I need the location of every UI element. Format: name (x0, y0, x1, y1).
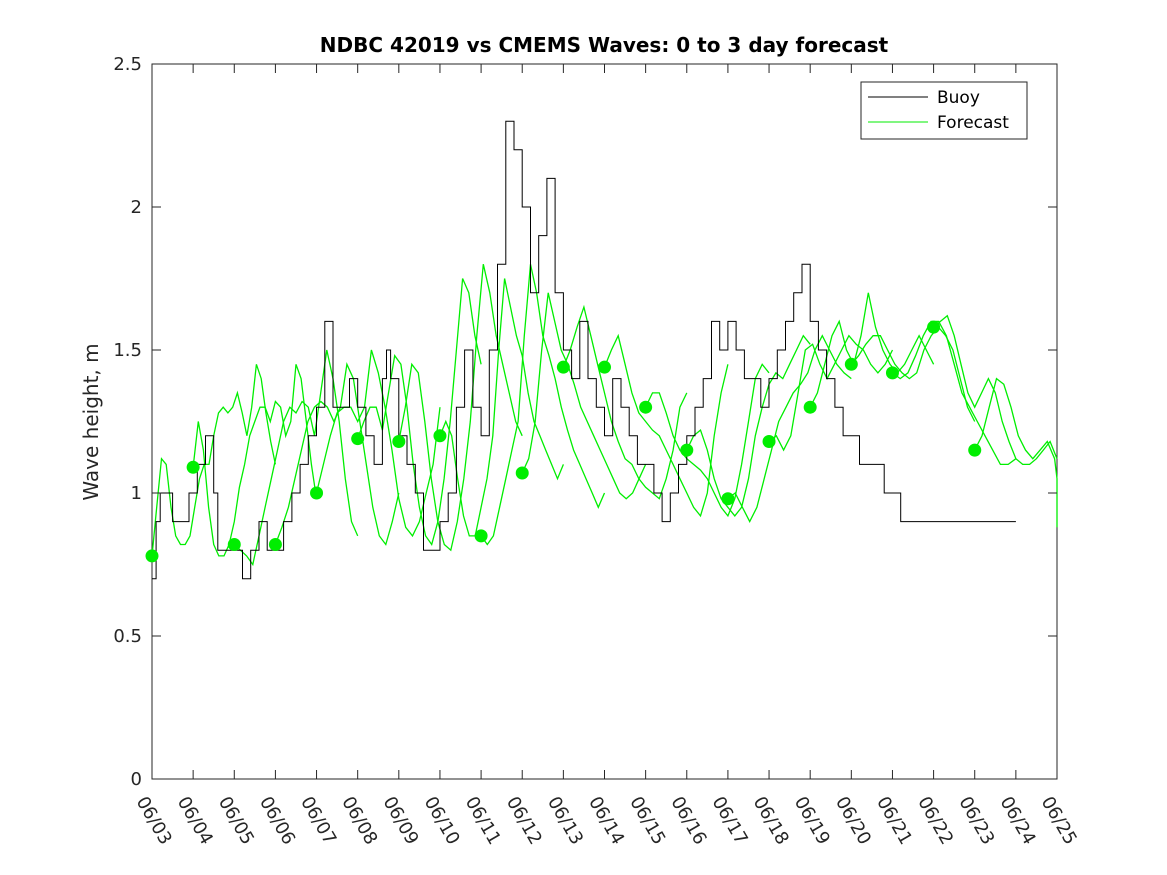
y-tick-label: 1 (131, 483, 142, 504)
forecast-marker (474, 529, 488, 543)
forecast-marker (885, 366, 899, 380)
forecast-marker (721, 492, 735, 506)
forecast-marker (268, 537, 282, 551)
forecast-marker (803, 400, 817, 414)
y-axis-label: Wave height, m (79, 343, 103, 500)
x-tick-label: 06/16 (666, 793, 710, 848)
y-axis: 0 0.5 1 1.5 2 2.5 (113, 54, 1057, 790)
x-tick-label: 06/15 (625, 793, 669, 848)
forecast-marker (392, 435, 406, 449)
x-tick-label: 06/06 (255, 793, 299, 848)
x-tick-label: 06/03 (132, 793, 176, 848)
x-tick-label: 06/22 (913, 793, 957, 848)
forecast-marker (351, 432, 365, 446)
legend-forecast-label: Forecast (937, 113, 1009, 133)
y-tick-label: 0.5 (113, 626, 142, 647)
y-tick-label: 1.5 (113, 340, 142, 361)
forecast-line-15 (768, 334, 894, 452)
x-tick-label: 06/18 (749, 793, 793, 848)
forecast-line-20 (974, 377, 1058, 528)
forecast-markers-group (145, 320, 982, 563)
forecast-line-5 (357, 278, 482, 547)
forecast-line-11 (603, 333, 729, 518)
x-tick-label: 06/05 (214, 793, 258, 848)
y-tick-label: 0 (131, 769, 142, 790)
x-tick-label: 06/12 (502, 793, 546, 848)
x-tick-label: 06/08 (337, 793, 381, 848)
x-tick-label: 06/07 (296, 793, 340, 848)
x-tick-label: 06/13 (543, 793, 587, 848)
x-tick-label: 06/10 (420, 793, 464, 848)
buoy-series-group (152, 120, 1016, 580)
forecast-line-4 (315, 349, 441, 538)
forecast-marker (515, 466, 529, 480)
forecast-line-16 (809, 292, 935, 408)
forecast-line-17 (850, 326, 976, 422)
forecast-line-18 (892, 320, 1017, 466)
forecast-marker (927, 320, 941, 334)
x-tick-label: 06/24 (996, 793, 1040, 848)
forecast-line-12 (645, 363, 770, 518)
y-tick-label: 2 (131, 197, 142, 218)
x-tick-label: 06/04 (173, 793, 217, 848)
forecast-line-14 (727, 334, 852, 524)
forecast-marker (227, 537, 241, 551)
x-tick-label: 06/25 (1037, 793, 1081, 848)
x-tick-label: 06/21 (872, 793, 916, 848)
forecast-line-1 (192, 364, 318, 557)
plot-area (145, 63, 1058, 780)
legend-buoy-label: Buoy (937, 88, 980, 108)
x-tick-label: 06/19 (790, 793, 834, 848)
forecast-line-13 (686, 334, 811, 517)
forecast-line-9 (521, 292, 647, 500)
forecast-line-7 (439, 278, 565, 537)
forecast-marker (968, 443, 982, 457)
forecast-marker (639, 400, 653, 414)
x-tick-label: 06/20 (831, 793, 875, 848)
x-tick-label: 06/11 (461, 793, 505, 848)
forecast-marker (556, 360, 570, 374)
x-tick-label: 06/09 (378, 793, 422, 848)
forecast-marker (680, 443, 694, 457)
forecast-marker (844, 357, 858, 371)
forecast-marker (762, 435, 776, 449)
chart-title: NDBC 42019 vs CMEMS Waves: 0 to 3 day fo… (320, 33, 889, 57)
forecast-marker (145, 549, 159, 563)
forecast-line-19 (933, 314, 1058, 466)
x-tick-label: 06/17 (708, 793, 752, 848)
forecast-line-10 (562, 304, 688, 500)
legend-box (860, 81, 1028, 140)
x-tick-label: 06/14 (584, 793, 628, 848)
forecast-marker (310, 486, 324, 500)
forecast-series-group (151, 264, 1058, 567)
forecast-marker (598, 360, 611, 374)
forecast-marker (186, 460, 200, 474)
y-tick-label: 2.5 (113, 54, 142, 75)
forecast-marker (433, 429, 447, 443)
buoy-line (152, 120, 1016, 580)
legend: Buoy Forecast (860, 81, 1028, 140)
x-tick-label: 06/23 (954, 793, 998, 848)
